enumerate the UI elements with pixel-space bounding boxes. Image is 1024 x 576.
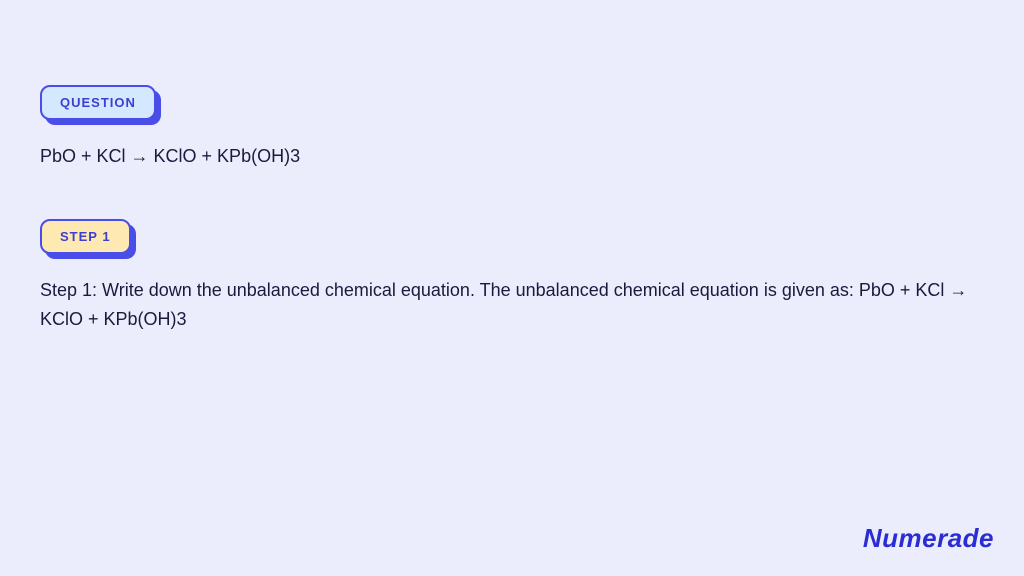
question-section: QUESTION PbO + KCl → KClO + KPb(OH)3 [40,85,984,171]
step-section: STEP 1 Step 1: Write down the unbalanced… [40,219,984,334]
question-text: PbO + KCl → KClO + KPb(OH)3 [40,142,980,171]
question-badge-wrapper: QUESTION [40,85,156,120]
step-badge: STEP 1 [40,219,131,254]
question-badge: QUESTION [40,85,156,120]
step-badge-wrapper: STEP 1 [40,219,131,254]
brand-logo: Numerade [863,523,994,554]
step-text: Step 1: Write down the unbalanced chemic… [40,276,980,334]
